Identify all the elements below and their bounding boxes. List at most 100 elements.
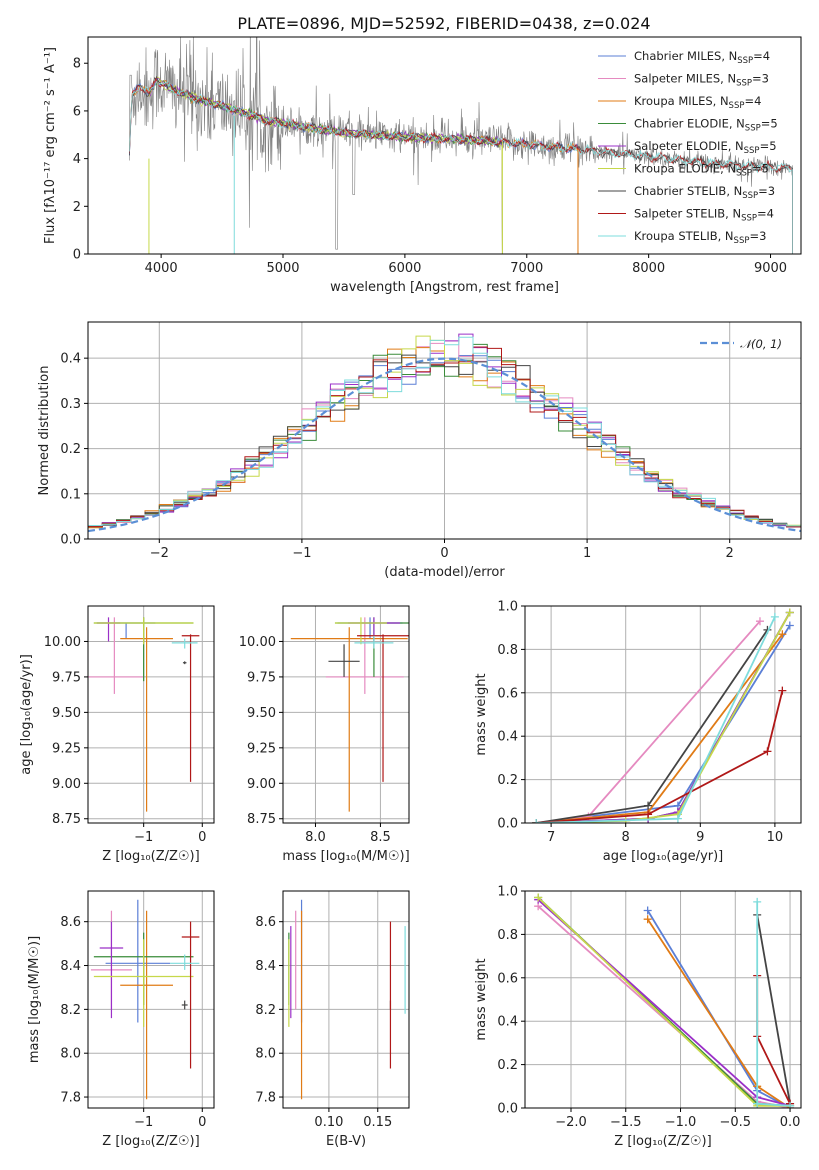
legend-entry: Kroupa ELODIE, NSSP=5: [634, 162, 769, 179]
y-tick-label: 7.8: [255, 1091, 276, 1106]
y-tick-label: 0.0: [497, 1102, 518, 1117]
series-line: [537, 899, 791, 1107]
legend-subscript: SSP: [744, 146, 760, 156]
plot-area-age_vs_mass: [290, 617, 409, 812]
axes-residuals: −2 −1 0 1 2 0.0 0.1 0.2 0.3 0.4 (data-model)/error…: [37, 321, 802, 580]
axes-massweight_vs_Z: −2.0 −1.5 −1.0 −0.5 0.0 0.0 0.2 0.4 0.6 0.8 1.0 Z […: [474, 885, 802, 1149]
axes-frame: [87, 890, 215, 1109]
series-marker: [778, 630, 787, 639]
legend-text: Kroupa STELIB, N: [634, 229, 734, 243]
point-kroupa-elodie: [334, 617, 387, 645]
series-salpeter-miles: [534, 902, 795, 1108]
y-tick-label: 0.2: [497, 773, 518, 788]
plot-area-residuals: [88, 333, 801, 533]
x-tick-label: 6000: [388, 261, 421, 276]
x-axis-label: mass [log₁₀(M/M☉)]: [282, 849, 409, 864]
legend-entry: Salpeter STELIB, NSSP=4: [634, 207, 774, 224]
x-tick-label: 7000: [510, 261, 543, 276]
y-tick-label: 6: [73, 104, 81, 119]
point-kroupa-stelib: [170, 954, 200, 970]
series-line: [536, 620, 761, 823]
residual-histogram-kroupa-stelib: [88, 336, 801, 527]
legend-entry: Salpeter MILES, NSSP=3: [634, 72, 769, 89]
axes-mass_vs_Z: −1 0 7.8 8.0 8.2 8.4 8.6 Z [log₁₀(Z/Z☉)] mass [l…: [27, 890, 215, 1149]
legend-text: =4: [757, 207, 774, 221]
y-tick-label: 0.2: [60, 442, 81, 457]
point-salpeter-stelib: [357, 634, 409, 782]
legend-subscript: SSP: [736, 79, 752, 89]
axes-frame: [282, 890, 410, 1109]
series-marker: [785, 621, 794, 630]
y-tick-label: 0.6: [497, 686, 518, 701]
series-line: [646, 918, 791, 1108]
axes-mass_vs_ebv: 0.10 0.15 7.8 8.0 8.2 8.4 8.6 E(B-V): [255, 890, 410, 1149]
point-salpeter-miles: [325, 617, 404, 694]
y-tick-label: 8.4: [255, 959, 276, 974]
plot-area-massweight_vs_Z: [534, 893, 795, 1108]
gaussian-curve: [88, 357, 801, 533]
x-tick-label: 4000: [145, 261, 178, 276]
axes-frame: [87, 36, 802, 255]
series-marker: [753, 1099, 762, 1108]
y-tick-label: 9.00: [52, 777, 81, 792]
series-chabrier-stelib: [753, 910, 795, 1108]
axes-frame: [282, 605, 410, 824]
legend-text: Kroupa MILES, N: [634, 94, 729, 108]
model-spectrum-kroupa-miles: [129, 79, 579, 254]
y-tick-label: 8.6: [60, 915, 81, 930]
series-line: [536, 616, 776, 823]
y-tick-label: 8.0: [60, 1047, 81, 1062]
series-salpeter-stelib: [532, 686, 787, 823]
legend-text: =5: [752, 162, 769, 176]
y-tick-label: 8.2: [255, 1003, 276, 1018]
legend-entry: Kroupa STELIB, NSSP=3: [634, 229, 766, 246]
y-tick-label: 9.25: [247, 741, 276, 756]
y-tick-label: 1.0: [497, 885, 518, 900]
legend-entry: Chabrier ELODIE, NSSP=5: [634, 117, 778, 134]
point-salpeter-elodie: [99, 921, 124, 1019]
series-kroupa-elodie: [532, 608, 794, 823]
y-axis-label: mass weight: [474, 673, 489, 755]
legend-subscript: SSP: [734, 236, 750, 246]
series-kroupa-elodie: [534, 893, 795, 1108]
figure-title: PLATE=0896, MJD=52592, FIBERID=0438, z=0…: [237, 14, 650, 33]
x-tick-label: 10: [767, 830, 784, 845]
point-kroupa-elodie: [93, 939, 194, 1027]
series-line: [756, 914, 791, 1104]
x-tick-label: 8: [622, 830, 630, 845]
series-marker: [786, 1101, 795, 1108]
series-marker: [770, 612, 779, 621]
point-salpeter-stelib: [181, 921, 200, 1069]
point-kroupa-miles: [120, 627, 173, 812]
point-chabrier-stelib: [181, 1000, 188, 1010]
x-axis-label: Z [log₁₀(Z/Z☉)]: [102, 849, 199, 864]
plot-area-mass_vs_ebv: [288, 899, 406, 1100]
legend-text: =4: [744, 94, 761, 108]
series-marker: [644, 801, 653, 810]
x-tick-label: −1.0: [665, 1115, 697, 1130]
series-kroupa-stelib: [753, 897, 795, 1108]
axes-frame: [524, 890, 802, 1109]
y-tick-label: 8.75: [247, 812, 276, 827]
series-chabrier-elodie: [532, 608, 794, 823]
series-kroupa-miles: [643, 915, 795, 1108]
series-marker: [673, 814, 682, 823]
legend-entry: Chabrier STELIB, NSSP=3: [634, 184, 775, 201]
point-salpeter-miles: [88, 617, 144, 694]
y-tick-label: 0.4: [60, 352, 81, 367]
x-axis-label: Z [log₁₀(Z/Z☉)]: [614, 1134, 711, 1149]
y-tick-label: 8.4: [60, 959, 81, 974]
x-tick-label: 0: [198, 1115, 206, 1130]
y-axis-label: mass weight: [474, 958, 489, 1040]
legend-entry: Kroupa MILES, NSSP=4: [634, 94, 761, 111]
series-marker: [644, 810, 653, 819]
y-tick-label: 8: [73, 57, 81, 72]
series-marker: [532, 819, 541, 823]
x-tick-label: 8.0: [305, 830, 326, 845]
legend-subscript: SSP: [729, 101, 745, 111]
point-kroupa-miles: [120, 910, 173, 1100]
y-tick-label: 0.6: [497, 971, 518, 986]
x-tick-label: −1: [292, 546, 311, 561]
